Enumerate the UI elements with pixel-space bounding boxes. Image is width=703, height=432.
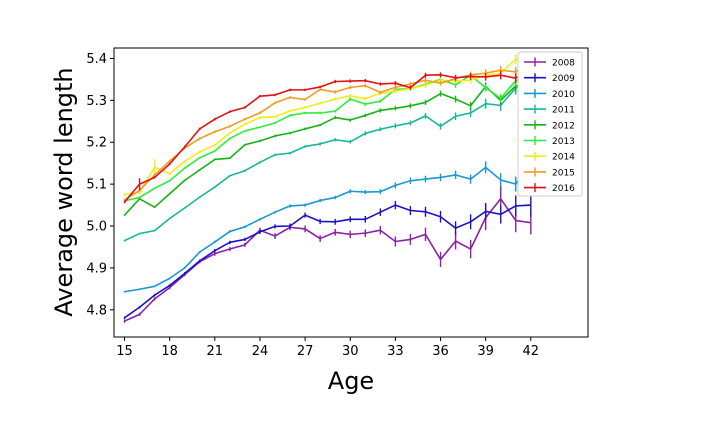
legend-item-2009: 2009 (524, 73, 575, 84)
series-line-2009 (124, 204, 531, 319)
legend-label: 2013 (552, 137, 575, 147)
legend-label: 2010 (552, 90, 575, 100)
y-axis-ticks: 4.8 4.9 5.0 5.1 5.2 5.3 5.4 (86, 52, 114, 318)
legend-item-2014: 2014 (524, 151, 575, 163)
y-tick-label: 5.2 (86, 136, 107, 151)
series-line-2008 (124, 197, 531, 322)
x-axis-label: Age (328, 367, 374, 395)
x-tick-label: 39 (477, 344, 494, 359)
legend-label: 2016 (552, 184, 575, 194)
legend-frame (517, 51, 583, 197)
x-tick-label: 24 (252, 344, 269, 359)
legend-label: 2012 (552, 121, 575, 131)
y-tick-label: 4.9 (86, 261, 107, 276)
y-tick-label: 5.4 (86, 52, 107, 67)
series-layer (123, 54, 532, 323)
legend-item-2015: 2015 (524, 167, 575, 178)
legend-item-2011: 2011 (524, 104, 575, 116)
y-axis-label: Average word length (50, 67, 78, 316)
x-axis-ticks: 15 18 21 24 27 30 33 36 39 42 (116, 337, 539, 359)
legend: 2008 2009 2010 2011 2012 2013 2014 2015 2016 (517, 51, 583, 197)
legend-item-2016: 2016 (524, 183, 575, 194)
legend-label: 2015 (552, 168, 575, 178)
series-2010 (123, 151, 532, 293)
y-tick-label: 4.8 (86, 303, 107, 318)
y-tick-label: 5.1 (86, 178, 107, 193)
legend-label: 2014 (552, 153, 575, 163)
y-tick-label: 5.0 (86, 220, 107, 235)
legend-item-2013: 2013 (524, 136, 575, 147)
x-tick-label: 30 (342, 344, 359, 359)
x-tick-label: 33 (387, 344, 404, 359)
legend-label: 2009 (552, 74, 575, 84)
x-tick-label: 36 (432, 344, 449, 359)
series-line-2012 (123, 84, 531, 216)
x-tick-label: 18 (161, 344, 178, 359)
legend-item-2008: 2008 (524, 57, 575, 69)
x-tick-label: 15 (116, 344, 133, 359)
legend-label: 2011 (552, 106, 575, 116)
x-tick-label: 27 (297, 344, 314, 359)
legend-item-2010: 2010 (524, 88, 575, 100)
series-line-2014 (124, 58, 532, 196)
series-2016 (123, 62, 532, 204)
series-line-2016 (123, 67, 532, 203)
series-line-2010 (124, 161, 532, 293)
legend-label: 2008 (552, 59, 575, 69)
plot-area-frame (113, 47, 589, 338)
legend-item-2012: 2012 (524, 120, 575, 131)
y-tick-label: 5.3 (86, 94, 107, 109)
x-tick-label: 42 (523, 344, 540, 359)
series-line-2011 (124, 84, 531, 242)
series-2009 (123, 193, 532, 319)
x-tick-label: 21 (207, 344, 224, 359)
